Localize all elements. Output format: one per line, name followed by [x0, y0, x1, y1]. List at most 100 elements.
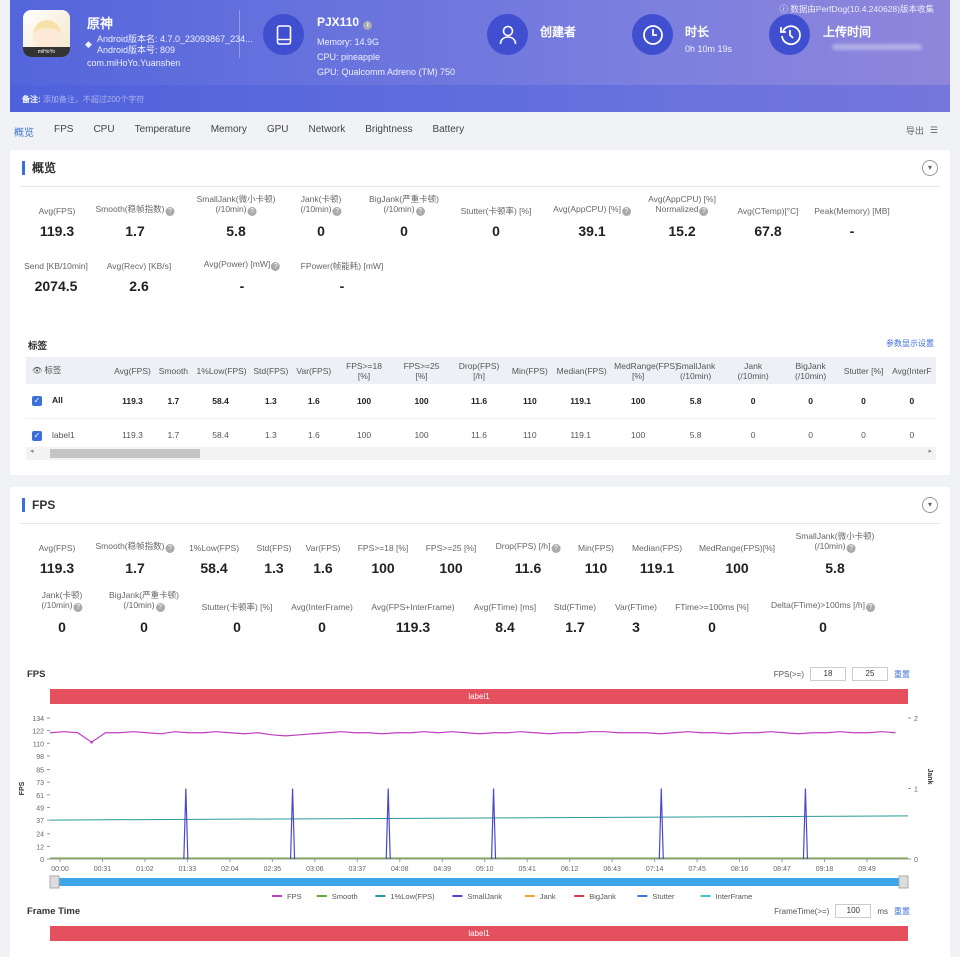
row-checkbox[interactable]: ✓	[32, 396, 42, 407]
column-header[interactable]: Jank (/10min)	[724, 357, 782, 384]
help-icon[interactable]: ?	[165, 544, 175, 553]
slider-left-handle[interactable]	[49, 875, 60, 889]
metric: 1%Low(FPS) 58.4	[189, 531, 239, 576]
tab-brightness[interactable]: Brightness	[365, 124, 413, 135]
help-icon[interactable]: ?	[865, 603, 875, 612]
metric: Median(FPS) 119.1	[632, 531, 682, 576]
fps-dip-point	[90, 740, 93, 744]
tab-overview[interactable]: 概览	[14, 128, 34, 139]
collapse-overview-icon[interactable]: ▾	[922, 160, 938, 176]
upload-time-redacted	[832, 44, 922, 50]
param-settings-link[interactable]: 参数显示设置	[886, 339, 934, 348]
info-icon[interactable]: i	[363, 21, 373, 30]
column-header[interactable]: Var(FPS)	[292, 357, 336, 384]
metric-label-line: Delta(FTime)>100ms [/h]?	[771, 600, 875, 612]
scrollbar-thumb[interactable]	[50, 449, 200, 458]
collapse-fps-icon[interactable]: ▾	[922, 497, 938, 513]
column-header[interactable]: 👁 标签	[26, 357, 110, 384]
frametime-input[interactable]: 100	[835, 904, 872, 918]
legend-item[interactable]: Smooth	[332, 892, 358, 901]
tab-temperature[interactable]: Temperature	[134, 124, 191, 135]
metric-label-line: Drop(FPS) [/h]?	[496, 541, 561, 553]
tab-battery[interactable]: Battery	[432, 124, 465, 135]
column-header[interactable]: Median(FPS)	[551, 357, 610, 384]
help-icon[interactable]: ?	[699, 207, 709, 216]
metric-label: Delta(FTime)>100ms [/h]?	[771, 590, 875, 612]
help-icon[interactable]: ?	[155, 603, 165, 612]
metric-label-unit: (/10min)	[300, 204, 332, 214]
column-header[interactable]: Drop(FPS) [/h]	[450, 357, 508, 384]
eye-icon[interactable]: 👁	[32, 366, 45, 375]
help-icon[interactable]: ?	[73, 603, 83, 612]
metric-value: 0	[318, 619, 326, 635]
fps-reset-link[interactable]: 重置	[894, 669, 910, 679]
frametime-label-bar[interactable]: label1	[50, 926, 908, 941]
table-row[interactable]: ✓ label1 119.3 1.7 58.4 1.3 1.6 100 100 11.6 110 11…	[26, 418, 936, 453]
tab-fps[interactable]: FPS	[54, 124, 74, 135]
fps-threshold-input-2[interactable]: 25	[852, 667, 888, 681]
help-icon[interactable]: ?	[247, 207, 257, 216]
column-header[interactable]: Avg(FPS)	[110, 357, 155, 384]
metric: MedRange(FPS)[%] 100	[699, 531, 775, 576]
column-header[interactable]: FPS>=25 [%]	[392, 357, 451, 384]
fps-threshold-input-1[interactable]: 18	[810, 667, 846, 681]
label-bar[interactable]: label1	[50, 689, 908, 704]
table-row[interactable]: ✓ All 119.3 1.7 58.4 1.3 1.6 100 100 11.6 110 119.1…	[26, 384, 936, 419]
table-cell: 11.6	[450, 384, 508, 419]
metric: Avg(Power) [mW]? -	[204, 249, 281, 294]
time-range-slider[interactable]	[50, 878, 908, 886]
x-tick-label: 07:45	[688, 866, 706, 873]
legend-item[interactable]: FPS	[287, 892, 302, 901]
note-bar[interactable]: 备注: 添加备注，不超过200个字符	[10, 85, 950, 112]
column-header[interactable]: Smooth	[154, 357, 192, 384]
metric: Peak(Memory) [MB] -	[814, 194, 890, 239]
column-header[interactable]: Avg(InterF	[887, 357, 936, 384]
legend-item[interactable]: Jank	[540, 892, 556, 901]
metric-value: 0	[233, 619, 241, 635]
scroll-left-icon[interactable]: ◂	[30, 448, 34, 455]
column-header[interactable]: Std(FPS)	[249, 357, 293, 384]
frametime-reset-link[interactable]: 重置	[894, 906, 910, 916]
note-input[interactable]: 添加备注，不超过200个字符	[42, 95, 145, 104]
help-icon[interactable]: ?	[551, 544, 561, 553]
column-header-text: 1%Low(FPS)	[196, 365, 247, 376]
legend-item[interactable]: SmallJank	[467, 892, 502, 901]
scroll-right-icon[interactable]: ▸	[928, 448, 932, 455]
column-header[interactable]: BigJank (/10min)	[781, 357, 840, 384]
help-icon[interactable]: ?	[415, 207, 425, 216]
device-specs: Memory: 14.9G CPU: pineapple GPU: Qualco…	[317, 35, 455, 80]
legend-item[interactable]: InterFrame	[716, 892, 753, 901]
row-checkbox[interactable]: ✓	[32, 430, 42, 441]
column-header[interactable]: FPS>=18 [%]	[335, 357, 393, 384]
export-button[interactable]: 导出 ☰	[906, 124, 938, 137]
metric-value: 8.4	[495, 619, 515, 635]
help-icon[interactable]: ?	[621, 207, 631, 216]
row-label: All	[52, 395, 63, 406]
tab-memory[interactable]: Memory	[210, 124, 247, 135]
metric-value: 100	[725, 560, 749, 576]
tab-network[interactable]: Network	[308, 124, 346, 135]
slider-right-handle[interactable]	[898, 875, 909, 889]
y-tick-label: 122	[32, 729, 44, 736]
column-header[interactable]: MedRange(FPS)[%]	[609, 357, 678, 384]
metric: Jank(卡顿) (/10min)? 0	[300, 194, 342, 239]
table-cell: 100	[335, 384, 393, 419]
column-header[interactable]: 1%Low(FPS)	[191, 357, 250, 384]
table-cell: 119.3	[110, 418, 155, 453]
tab-cpu[interactable]: CPU	[93, 124, 115, 135]
legend-item[interactable]: BigJank	[589, 892, 616, 901]
help-icon[interactable]: ?	[332, 207, 342, 216]
help-icon[interactable]: ?	[271, 262, 281, 271]
table-horizontal-scrollbar[interactable]: ◂ ▸	[26, 447, 936, 460]
legend-item[interactable]: Stutter	[652, 892, 675, 901]
column-header[interactable]: Stutter [%]	[839, 357, 888, 384]
metric-label: 1%Low(FPS)	[189, 531, 239, 553]
fps-chart[interactable]: 01224374961738598110122134012FPSJank00:0…	[10, 707, 950, 917]
frametime-unit: ms	[877, 906, 888, 916]
column-header[interactable]: Min(FPS)	[507, 357, 552, 384]
legend-item[interactable]: 1%Low(FPS)	[390, 892, 435, 901]
column-header[interactable]: SmallJank (/10min)	[666, 357, 725, 384]
help-icon[interactable]: ?	[846, 544, 856, 553]
tab-gpu[interactable]: GPU	[266, 124, 289, 135]
help-icon[interactable]: ?	[165, 207, 175, 216]
